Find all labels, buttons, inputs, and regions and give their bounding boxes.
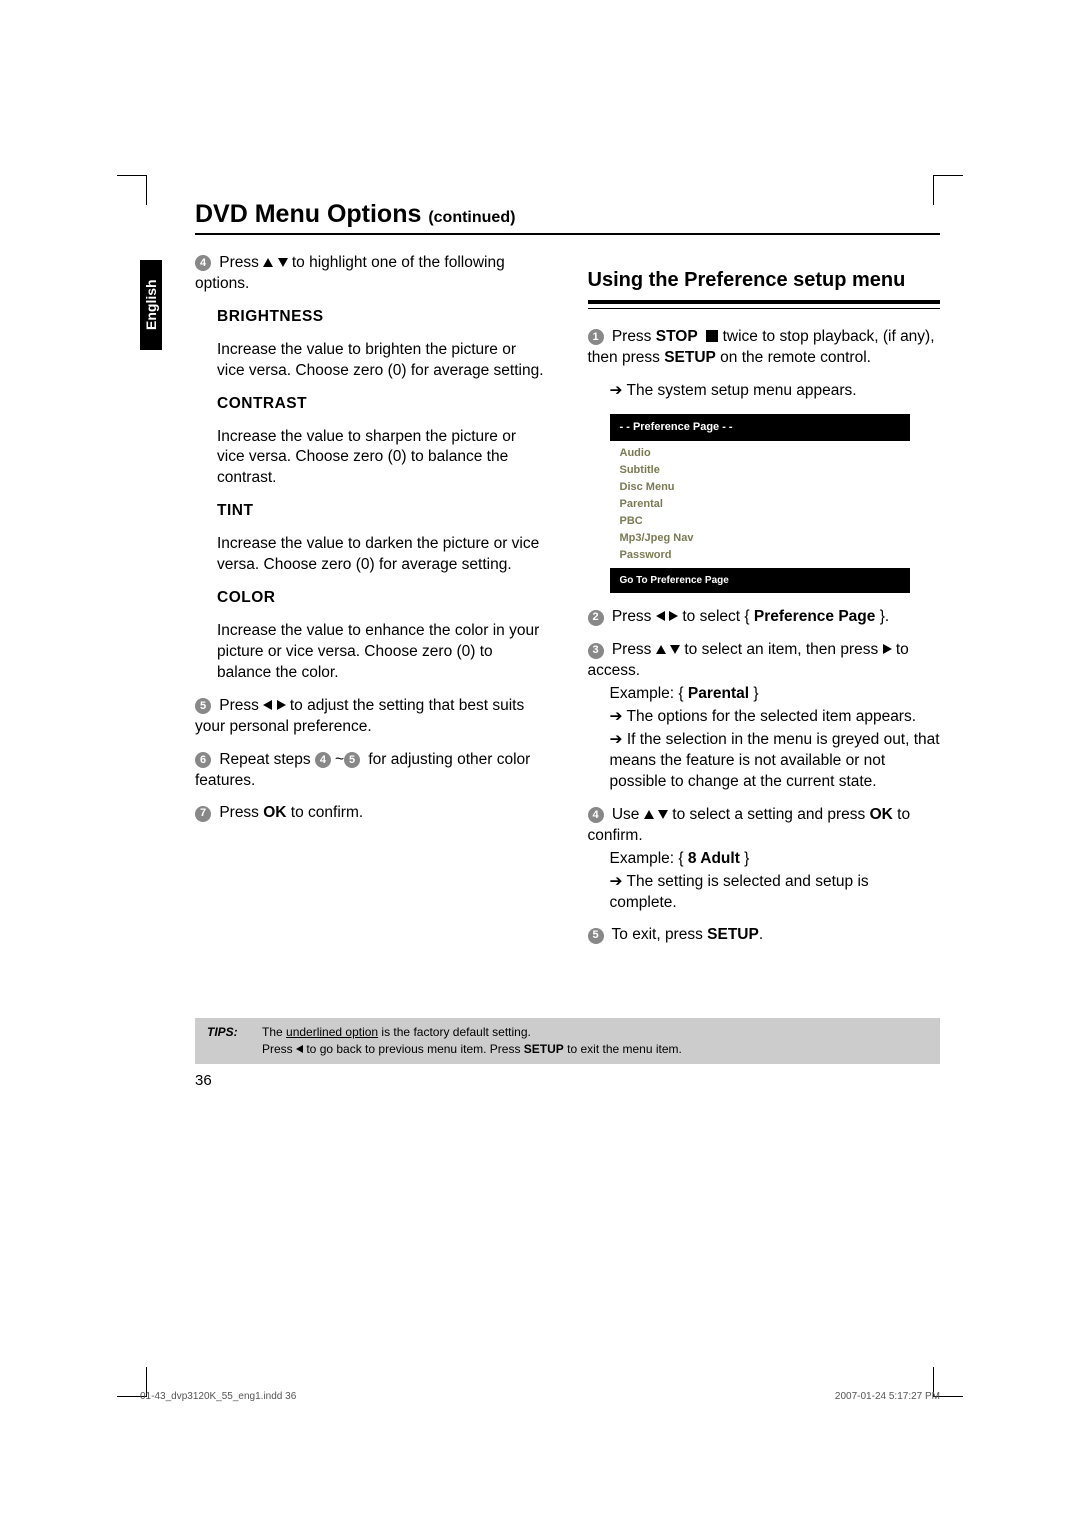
- section-heading: Using the Preference setup menu: [588, 267, 941, 294]
- r-step-3: 3 Press to select an item, then press to…: [588, 640, 941, 682]
- color-head: COLOR: [217, 588, 548, 609]
- step-7: 7 Press OK to confirm.: [195, 803, 548, 824]
- language-tab: English: [140, 260, 162, 350]
- menu-item: PBC: [620, 513, 910, 530]
- bullet-r2: 2: [588, 610, 604, 626]
- page-content: English DVD Menu Options (continued) 4 P…: [140, 200, 940, 1372]
- step-4: 4 Press to highlight one of the followin…: [195, 253, 548, 295]
- bullet-r1: 1: [588, 329, 604, 345]
- arrow-down-icon: [670, 645, 680, 654]
- tips-body: The underlined option is the factory def…: [262, 1024, 682, 1058]
- arrow-up-icon: [263, 258, 273, 267]
- arrow-down-icon: [278, 258, 288, 267]
- footer-file: 01-43_dvp3120K_55_eng1.indd 36: [140, 1391, 296, 1402]
- r-step-5: 5 To exit, press SETUP.: [588, 925, 941, 946]
- bullet-r4: 4: [588, 807, 604, 823]
- r-step-4-result: ➔ The setting is selected and setup is c…: [588, 872, 941, 914]
- r-step-3-result2: ➔ If the selection in the menu is greyed…: [588, 730, 941, 793]
- bullet-7: 7: [195, 806, 211, 822]
- contrast-body: Increase the value to sharpen the pictur…: [217, 427, 548, 490]
- arrow-left-icon: [263, 700, 272, 710]
- arrow-up-icon: [644, 810, 654, 819]
- preference-menu-screenshot: - - Preference Page - - Audio Subtitle D…: [610, 414, 910, 594]
- bullet-r5: 5: [588, 928, 604, 944]
- arrow-right-icon: [669, 611, 678, 621]
- tint-head: TINT: [217, 501, 548, 522]
- right-column: Using the Preference setup menu 1 Press …: [588, 253, 941, 958]
- tint-body: Increase the value to darken the picture…: [217, 534, 548, 576]
- page-title: DVD Menu Options (continued): [195, 200, 940, 235]
- title-sub: (continued): [428, 209, 515, 226]
- bullet-ref-4: 4: [315, 752, 331, 768]
- r-step-1: 1 Press STOP twice to stop playback, (if…: [588, 327, 941, 369]
- tips-box: TIPS: The underlined option is the facto…: [195, 1018, 940, 1064]
- menu-item: Subtitle: [620, 462, 910, 479]
- menu-item: Mp3/Jpeg Nav: [620, 530, 910, 547]
- bullet-5: 5: [195, 698, 211, 714]
- arrow-up-icon: [656, 645, 666, 654]
- step-6: 6 Repeat steps 4~5 for adjusting other c…: [195, 750, 548, 792]
- arrow-right-icon: [883, 644, 892, 654]
- stop-icon: [706, 330, 718, 342]
- footer-time: 2007-01-24 5:17:27 PM: [835, 1391, 940, 1402]
- arrow-left-icon: [656, 611, 665, 621]
- r-step-4: 4 Use to select a setting and press OK t…: [588, 805, 941, 847]
- color-body: Increase the value to enhance the color …: [217, 621, 548, 684]
- arrow-left-icon: [296, 1045, 303, 1053]
- page-number: 36: [195, 1072, 940, 1089]
- r-step-4-example: Example: { 8 Adult }: [588, 849, 941, 870]
- contrast-head: CONTRAST: [217, 394, 548, 415]
- menu-title: - - Preference Page - -: [610, 414, 910, 441]
- r-step-3-example: Example: { Parental }: [588, 684, 941, 705]
- arrow-down-icon: [658, 810, 668, 819]
- bullet-6: 6: [195, 752, 211, 768]
- r-step-3-result1: ➔ The options for the selected item appe…: [588, 707, 941, 728]
- bullet-r3: 3: [588, 643, 604, 659]
- left-column: 4 Press to highlight one of the followin…: [195, 253, 548, 958]
- bullet-4: 4: [195, 255, 211, 271]
- menu-item: Password: [620, 547, 910, 564]
- r-step-1-result: ➔ The system setup menu appears.: [588, 381, 941, 402]
- menu-items: Audio Subtitle Disc Menu Parental PBC Mp…: [610, 441, 910, 568]
- brightness-head: BRIGHTNESS: [217, 307, 548, 328]
- menu-item: Parental: [620, 496, 910, 513]
- print-footer: 01-43_dvp3120K_55_eng1.indd 36 2007-01-2…: [140, 1391, 940, 1402]
- menu-footer: Go To Preference Page: [610, 568, 910, 594]
- brightness-body: Increase the value to brighten the pictu…: [217, 340, 548, 382]
- menu-item: Audio: [620, 445, 910, 462]
- title-main: DVD Menu Options: [195, 200, 428, 228]
- arrow-right-icon: [277, 700, 286, 710]
- tips-label: TIPS:: [207, 1024, 262, 1058]
- r-step-2: 2 Press to select { Preference Page }.: [588, 607, 941, 628]
- bullet-ref-5: 5: [344, 752, 360, 768]
- menu-item: Disc Menu: [620, 479, 910, 496]
- step-5: 5 Press to adjust the setting that best …: [195, 696, 548, 738]
